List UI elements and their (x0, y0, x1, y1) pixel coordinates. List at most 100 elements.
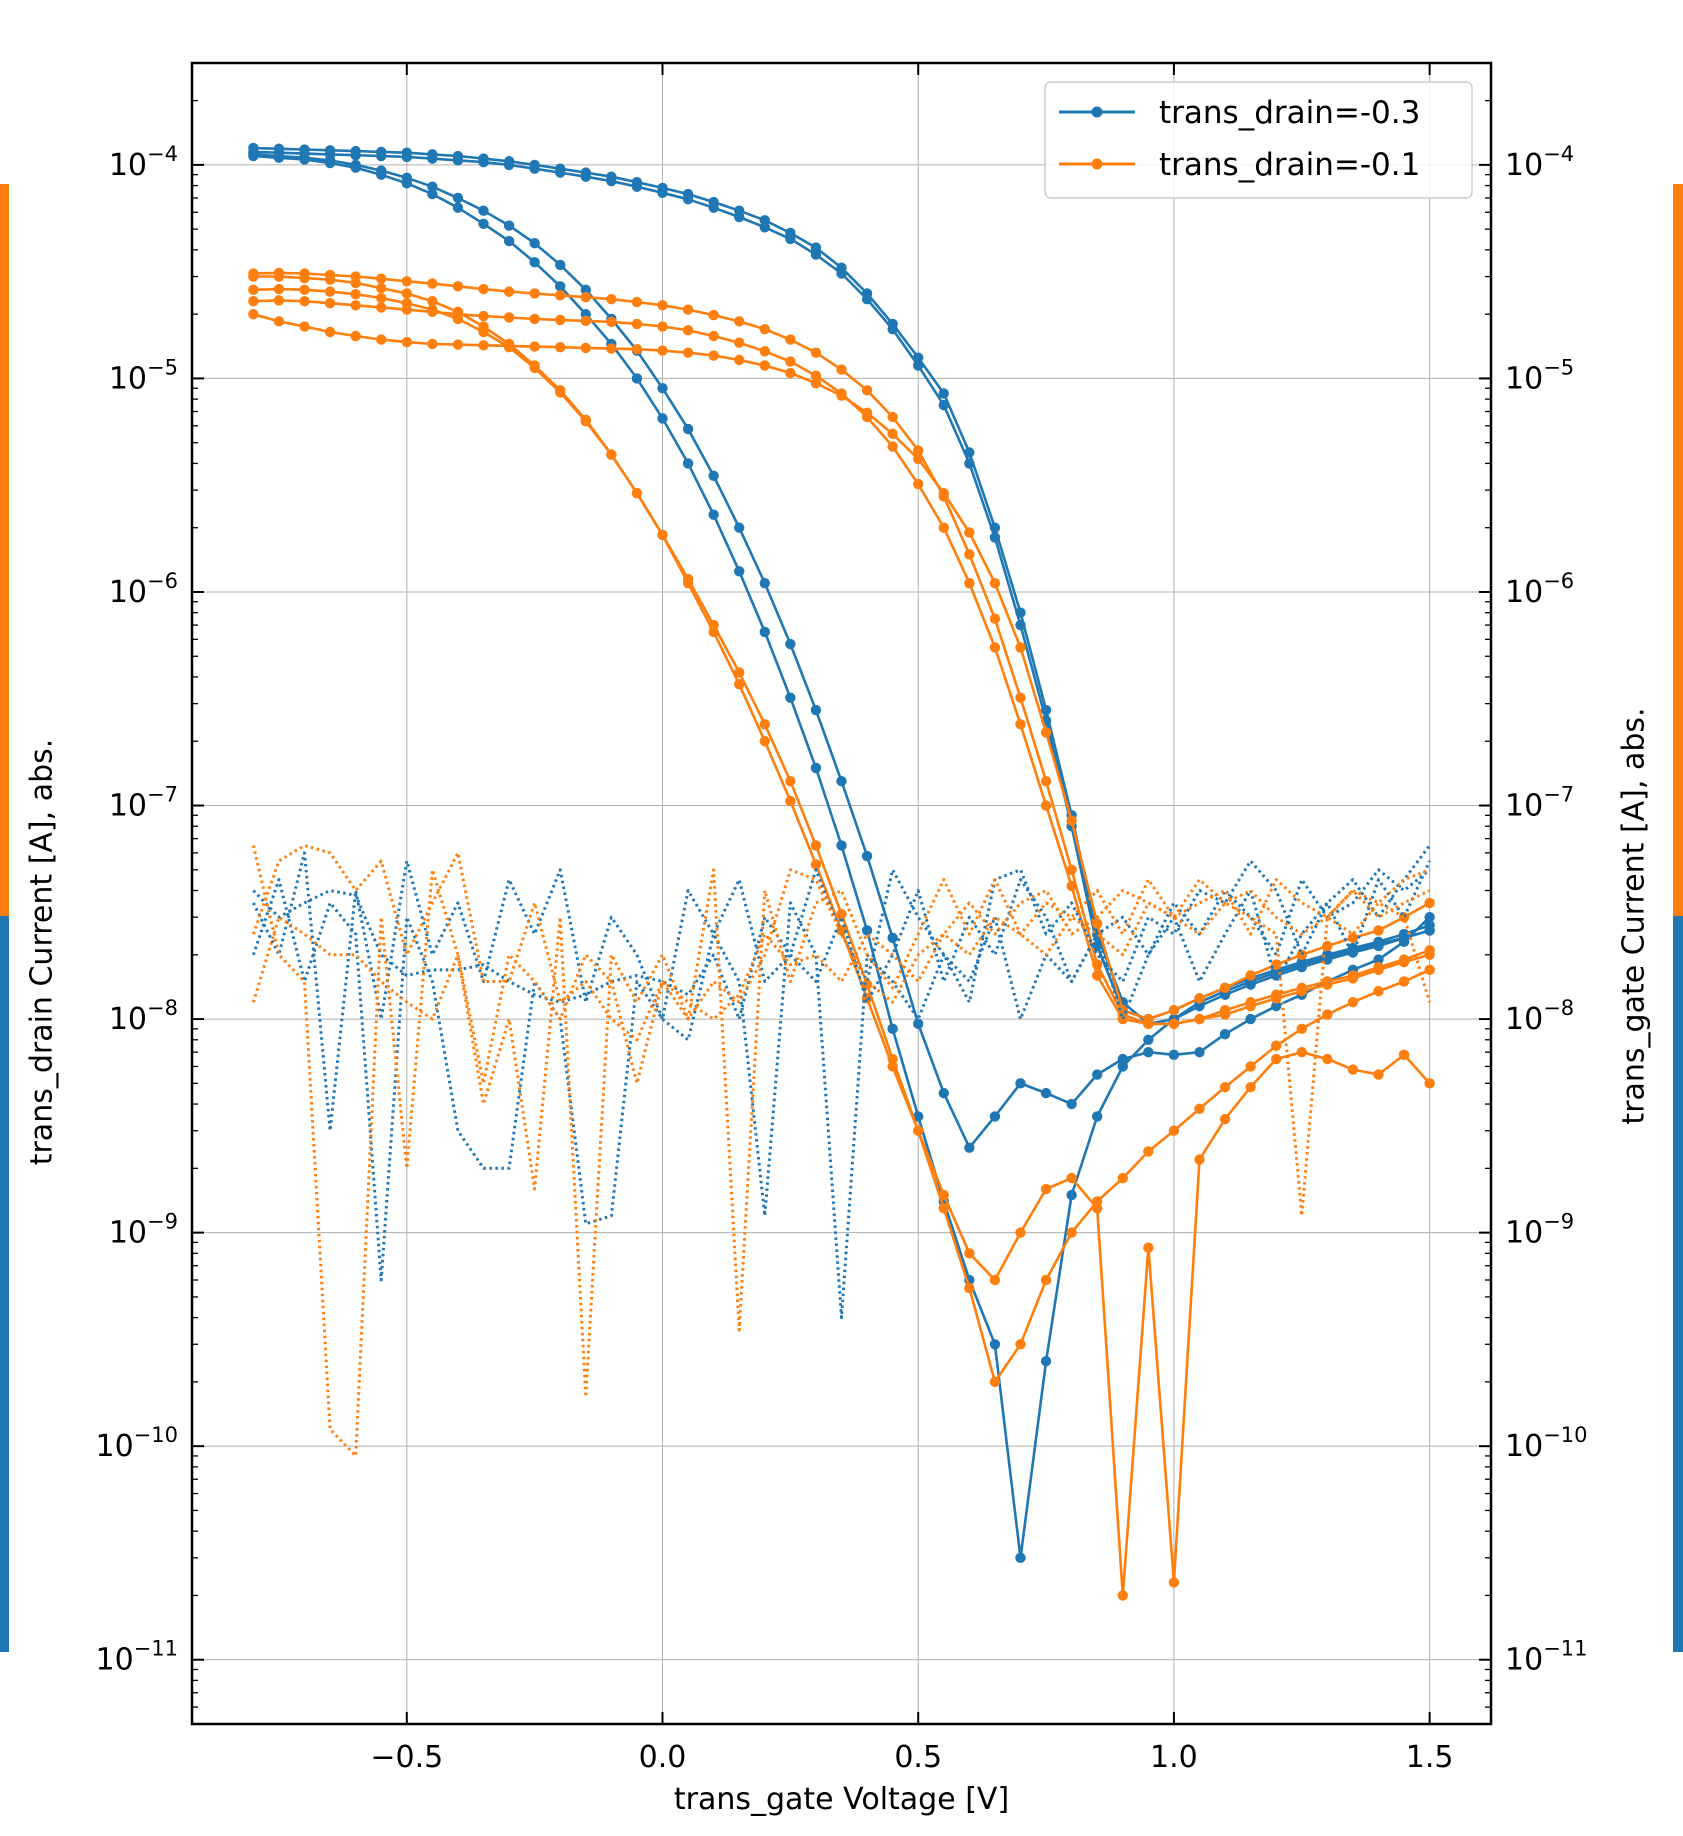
data-point (376, 292, 387, 304)
data-point (989, 1274, 1001, 1286)
data-point (913, 453, 924, 465)
data-point (427, 278, 438, 289)
data-point (580, 416, 591, 427)
data-point (1168, 1577, 1180, 1588)
data-point (1015, 1227, 1026, 1238)
series-2 (248, 150, 1435, 1564)
data-point (427, 188, 438, 200)
data-point (1015, 1078, 1026, 1089)
series-line-14 (251, 901, 1432, 1218)
data-point (734, 566, 745, 577)
data-point (1040, 775, 1052, 787)
y-tick-label-left: 10−8 (109, 996, 178, 1037)
data-point (785, 638, 796, 650)
data-point (529, 257, 540, 268)
data-point (1347, 970, 1359, 981)
left-edge-bar-blue (0, 916, 9, 1652)
data-point (810, 840, 822, 851)
data-point (478, 218, 489, 229)
data-point (1296, 1046, 1307, 1058)
data-point (810, 249, 822, 260)
data-point (964, 458, 975, 469)
x-tick-label: 1.5 (1406, 1740, 1454, 1775)
data-point (1092, 1196, 1103, 1207)
data-point (1168, 1018, 1180, 1030)
y-tick-label-left: 10−6 (109, 569, 178, 610)
data-point (836, 364, 847, 375)
data-point (810, 377, 822, 389)
data-point (427, 295, 438, 307)
data-point (1040, 727, 1052, 738)
data-point (1271, 1040, 1282, 1051)
data-point (580, 292, 591, 303)
data-point (759, 736, 770, 747)
data-point (734, 337, 745, 348)
data-point (708, 309, 719, 321)
data-point (785, 692, 796, 703)
data-point (1168, 1049, 1180, 1061)
data-point (1245, 1061, 1256, 1072)
plot-frame (190, 61, 1493, 1726)
data-point (1373, 1069, 1384, 1080)
data-point (938, 399, 949, 411)
data-point (401, 276, 412, 287)
data-point (938, 388, 949, 399)
data-point (401, 151, 412, 163)
data-point (1347, 1064, 1359, 1075)
data-point (1015, 719, 1026, 730)
data-point (401, 172, 412, 184)
series-13 (251, 844, 1431, 1042)
data-point (248, 271, 259, 282)
data-point (376, 150, 387, 162)
data-point (631, 181, 643, 192)
data-point (1066, 1189, 1077, 1201)
data-point (401, 288, 412, 299)
data-point (1117, 1590, 1128, 1601)
data-point (401, 298, 412, 309)
data-point (606, 293, 617, 305)
data-point (248, 284, 259, 296)
series-6 (248, 308, 1435, 1025)
data-point (810, 762, 822, 774)
data-point (861, 850, 873, 862)
data-point (1424, 964, 1435, 976)
data-point (1347, 996, 1359, 1008)
y-tick-label-left: 10−4 (109, 142, 178, 183)
data-point (1168, 1005, 1180, 1016)
y-tick-label-left: 10−11 (95, 1637, 178, 1678)
data-point (657, 529, 668, 541)
data-point (682, 304, 694, 315)
data-point (631, 296, 643, 308)
data-point (248, 295, 259, 307)
data-point (810, 704, 822, 716)
data-point (324, 298, 336, 309)
data-point (1219, 1028, 1231, 1040)
data-point (938, 488, 949, 499)
data-point (273, 316, 285, 327)
data-point (1424, 897, 1435, 909)
data-point (1117, 1013, 1128, 1025)
data-point (503, 342, 515, 353)
x-tick-label: 0.0 (639, 1740, 687, 1775)
data-point (734, 316, 745, 327)
data-point (1347, 932, 1359, 944)
y-tick-label-right: 10−4 (1505, 142, 1574, 183)
y-axis-label-right: trans_gate Current [A], abs. (1616, 707, 1652, 1125)
data-point (1245, 970, 1256, 981)
data-point (529, 163, 540, 174)
data-point (503, 235, 515, 247)
data-point (1296, 982, 1307, 994)
data-point (861, 407, 873, 419)
data-point (376, 165, 387, 176)
x-tick-label: 1.0 (1150, 1740, 1198, 1775)
data-point (1194, 1103, 1205, 1115)
data-point (1373, 954, 1384, 965)
data-point (708, 470, 719, 481)
series-3 (248, 149, 1435, 1153)
data-point (1194, 1013, 1205, 1025)
data-point (631, 488, 643, 499)
data-point (734, 354, 745, 366)
data-point (1322, 1009, 1333, 1020)
data-point (452, 202, 464, 213)
